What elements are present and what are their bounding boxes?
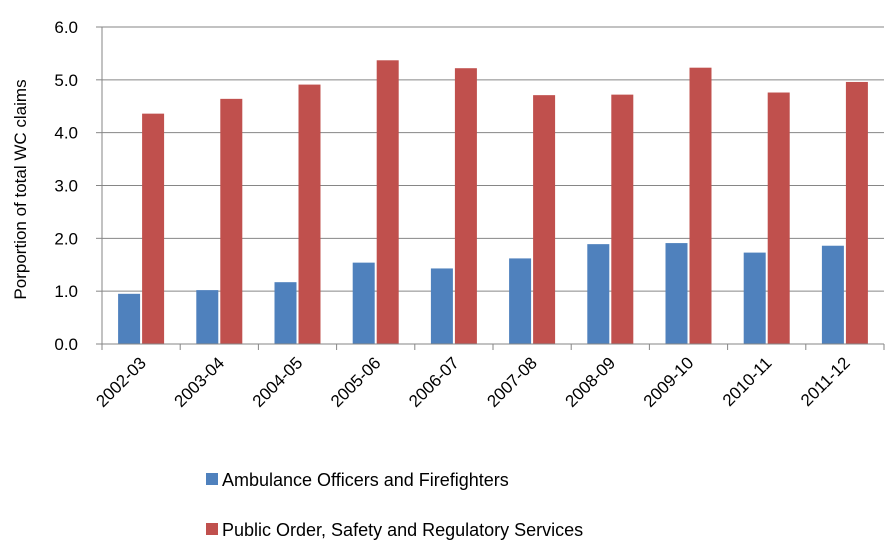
bar-public-order-2006-07 [454, 68, 477, 345]
legend-swatch [206, 473, 218, 485]
bar-ambulance-2004-05 [274, 282, 297, 344]
x-tick-label: 2007-08 [483, 353, 541, 411]
bar-public-order-2009-10 [689, 67, 712, 344]
legend-label: Ambulance Officers and Firefighters [222, 470, 509, 490]
bar-ambulance-2011-12 [821, 245, 844, 344]
x-tick-label: 2003-04 [171, 353, 229, 411]
bar-ambulance-2003-04 [196, 290, 219, 344]
x-tick-label: 2010-11 [719, 353, 776, 410]
bar-public-order-2011-12 [845, 81, 868, 345]
x-tick-label: 2002-03 [92, 353, 150, 411]
y-tick-label: 2.0 [54, 229, 78, 248]
bar-public-order-2008-09 [611, 94, 634, 344]
bar-ambulance-2010-11 [743, 252, 766, 344]
bar-public-order-2002-03 [142, 113, 165, 344]
x-tick-label: 2004-05 [249, 353, 307, 411]
legend-swatch [206, 523, 218, 535]
y-axis-tick-labels: 0.0 1.0 2.0 3.0 4.0 5.0 6.0 [54, 18, 78, 354]
x-tick-label: 2006-07 [405, 353, 463, 411]
y-tick-label: 5.0 [54, 71, 78, 90]
bars [118, 60, 868, 345]
bar-ambulance-2006-07 [430, 268, 453, 344]
y-tick-label: 6.0 [54, 18, 78, 37]
y-tick-label: 0.0 [54, 335, 78, 354]
x-tick-label: 2005-06 [327, 353, 385, 411]
bar-ambulance-2009-10 [665, 243, 688, 344]
bar-public-order-2007-08 [533, 95, 556, 344]
x-axis-tick-labels: 2002-03 2003-04 2004-05 2005-06 2006-07 2007-… [92, 353, 853, 411]
bar-public-order-2003-04 [220, 98, 243, 344]
bar-public-order-2005-06 [376, 60, 399, 344]
legend-label: Public Order, Safety and Regulatory Serv… [222, 520, 583, 540]
gridlines [102, 26, 884, 292]
bar-public-order-2004-05 [298, 84, 321, 345]
x-tick-label: 2011-12 [797, 353, 854, 410]
bar-ambulance-2007-08 [509, 258, 532, 344]
y-tick-label: 3.0 [54, 177, 78, 196]
legend: Ambulance Officers and Firefighters Publi… [206, 470, 583, 540]
bar-ambulance-2005-06 [352, 262, 375, 344]
axes [96, 26, 885, 350]
x-tick-label: 2008-09 [562, 353, 620, 411]
bar-public-order-2010-11 [767, 92, 790, 344]
bar-ambulance-2008-09 [587, 244, 610, 344]
x-tick-label: 2009-10 [640, 353, 698, 411]
y-axis-title: Porportion of total WC claims [11, 79, 30, 299]
y-tick-label: 1.0 [54, 282, 78, 301]
bar-ambulance-2002-03 [118, 293, 141, 344]
y-tick-label: 4.0 [54, 124, 78, 143]
